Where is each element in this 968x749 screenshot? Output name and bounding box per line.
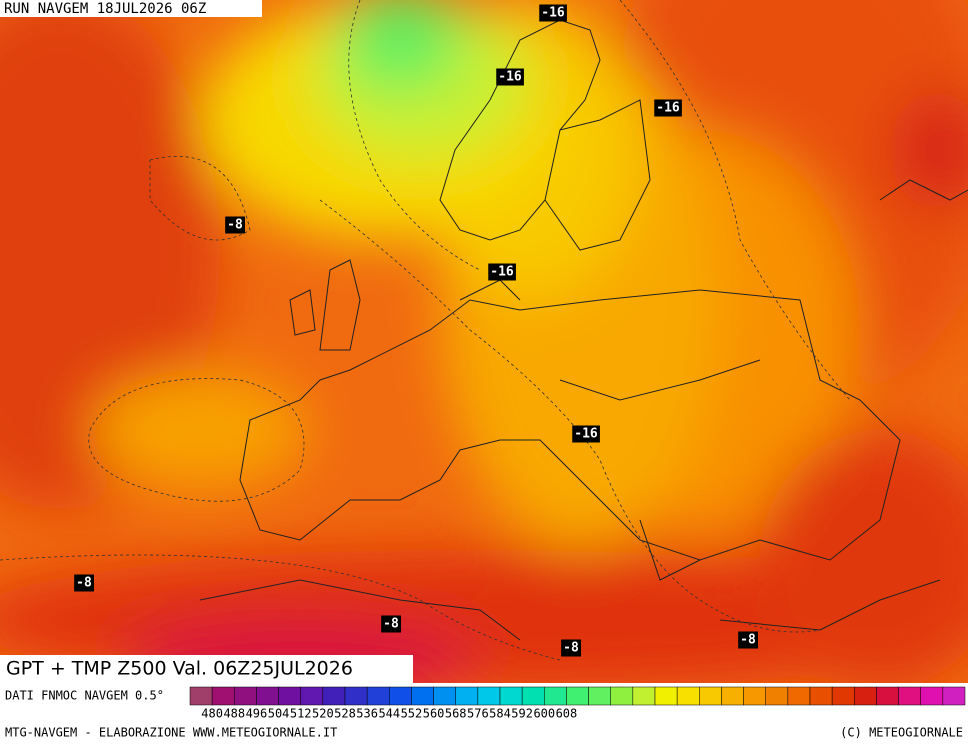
colorbar-swatch <box>588 686 611 706</box>
colorbar-swatch <box>322 686 346 706</box>
colorbar-tick-label: 520 <box>312 707 334 721</box>
isotherm-label: -16 <box>498 70 522 85</box>
isotherm-label-box <box>488 263 516 281</box>
colorbar-tick-label: 544 <box>378 707 400 721</box>
colorbar-swatch <box>411 686 434 706</box>
colorbar-swatch <box>676 686 700 706</box>
title-box <box>0 655 413 683</box>
footer-right: (C) METEOGIORNALE <box>840 726 963 740</box>
colorbar-swatch <box>654 686 678 706</box>
colorbar-swatch <box>809 686 833 706</box>
isotherm-label: -16 <box>656 101 680 116</box>
legend-label: DATI FNMOC NAVGEM 0.5° <box>5 689 164 703</box>
colorbar-swatch <box>499 686 523 706</box>
map-field <box>0 0 968 683</box>
isotherm-label-box <box>561 639 581 657</box>
colorbar-swatch <box>876 686 899 706</box>
colorbar-tick-label: 504 <box>268 707 290 721</box>
colorbar-swatch <box>743 686 766 706</box>
isotherm-label: -16 <box>541 6 565 21</box>
colorbar-swatch <box>787 686 811 706</box>
colorbar-swatch <box>721 686 744 706</box>
isotherm-label-box <box>654 99 682 117</box>
colorbar-tick-label: 552 <box>401 707 423 721</box>
colorbar-swatch <box>477 686 501 706</box>
colorbar-swatch <box>854 686 877 706</box>
isotherm-label-box <box>572 425 600 443</box>
isotherm-label-box <box>539 4 567 22</box>
colorbar-swatch <box>389 686 412 706</box>
isotherm-label: -8 <box>740 633 756 648</box>
colorbar-swatch <box>189 686 213 706</box>
colorbar-swatch <box>521 686 545 706</box>
colorbar-tick-label: 592 <box>511 707 533 721</box>
colorbar-tick-label: 480 <box>201 707 223 721</box>
colorbar-swatch <box>610 686 634 706</box>
colorbar-swatch <box>278 686 301 706</box>
isotherm-label: -8 <box>227 218 243 233</box>
colorbar-tick-label: 568 <box>445 707 467 721</box>
colorbar-swatch <box>942 686 966 706</box>
isotherm-label-box <box>74 574 94 592</box>
colorbar-tick-label: 600 <box>533 707 555 721</box>
colorbar-swatch <box>632 686 656 706</box>
map-title: GPT + TMP Z500 Val. 06Z25JUL2026 <box>6 658 353 680</box>
colorbar-tick-label: 512 <box>290 707 312 721</box>
run-box <box>0 0 262 17</box>
isotherm-label-box <box>496 68 524 86</box>
isotherm-label: -16 <box>574 427 598 442</box>
colorbar-swatch <box>831 686 855 706</box>
isotherm-label: -8 <box>76 576 92 591</box>
colorbar-tick-label: 528 <box>334 707 356 721</box>
colorbar-swatch <box>344 686 368 706</box>
colorbar-swatch <box>300 686 324 706</box>
colorbar-tick-label: 584 <box>489 707 511 721</box>
colorbar-tick-label: 560 <box>423 707 445 721</box>
colorbar-swatch <box>234 686 257 706</box>
colorbar-swatch <box>433 686 456 706</box>
colorbar-swatch <box>366 686 390 706</box>
colorbar-swatch <box>544 686 567 706</box>
colorbar-tick-label: 576 <box>467 707 489 721</box>
colorbar-tick-label: 496 <box>246 707 268 721</box>
isotherm-label-box <box>225 216 245 234</box>
colorbar-tick-label: 488 <box>223 707 245 721</box>
isotherm-label: -8 <box>563 641 579 656</box>
isotherm-label-box <box>381 615 401 633</box>
colorbar-swatch <box>920 686 944 706</box>
colorbar-tick-label: 536 <box>356 707 378 721</box>
colorbar-swatch <box>765 686 789 706</box>
colorbar-swatch <box>699 686 722 706</box>
colorbar-tick-label: 608 <box>556 707 578 721</box>
isotherm-label: -8 <box>383 617 399 632</box>
footer-left: MTG-NAVGEM - ELABORAZIONE WWW.METEOGIORN… <box>5 726 337 740</box>
colorbar-swatch <box>898 686 921 706</box>
run-label: RUN NAVGEM 18JUL2026 06Z <box>4 1 206 17</box>
isotherm-label: -16 <box>490 265 514 280</box>
isotherm-label-box <box>738 631 758 649</box>
colorbar-swatch <box>211 686 235 706</box>
colorbar-swatch <box>455 686 479 706</box>
colorbar-swatch <box>566 686 589 706</box>
colorbar-swatch <box>256 686 279 706</box>
